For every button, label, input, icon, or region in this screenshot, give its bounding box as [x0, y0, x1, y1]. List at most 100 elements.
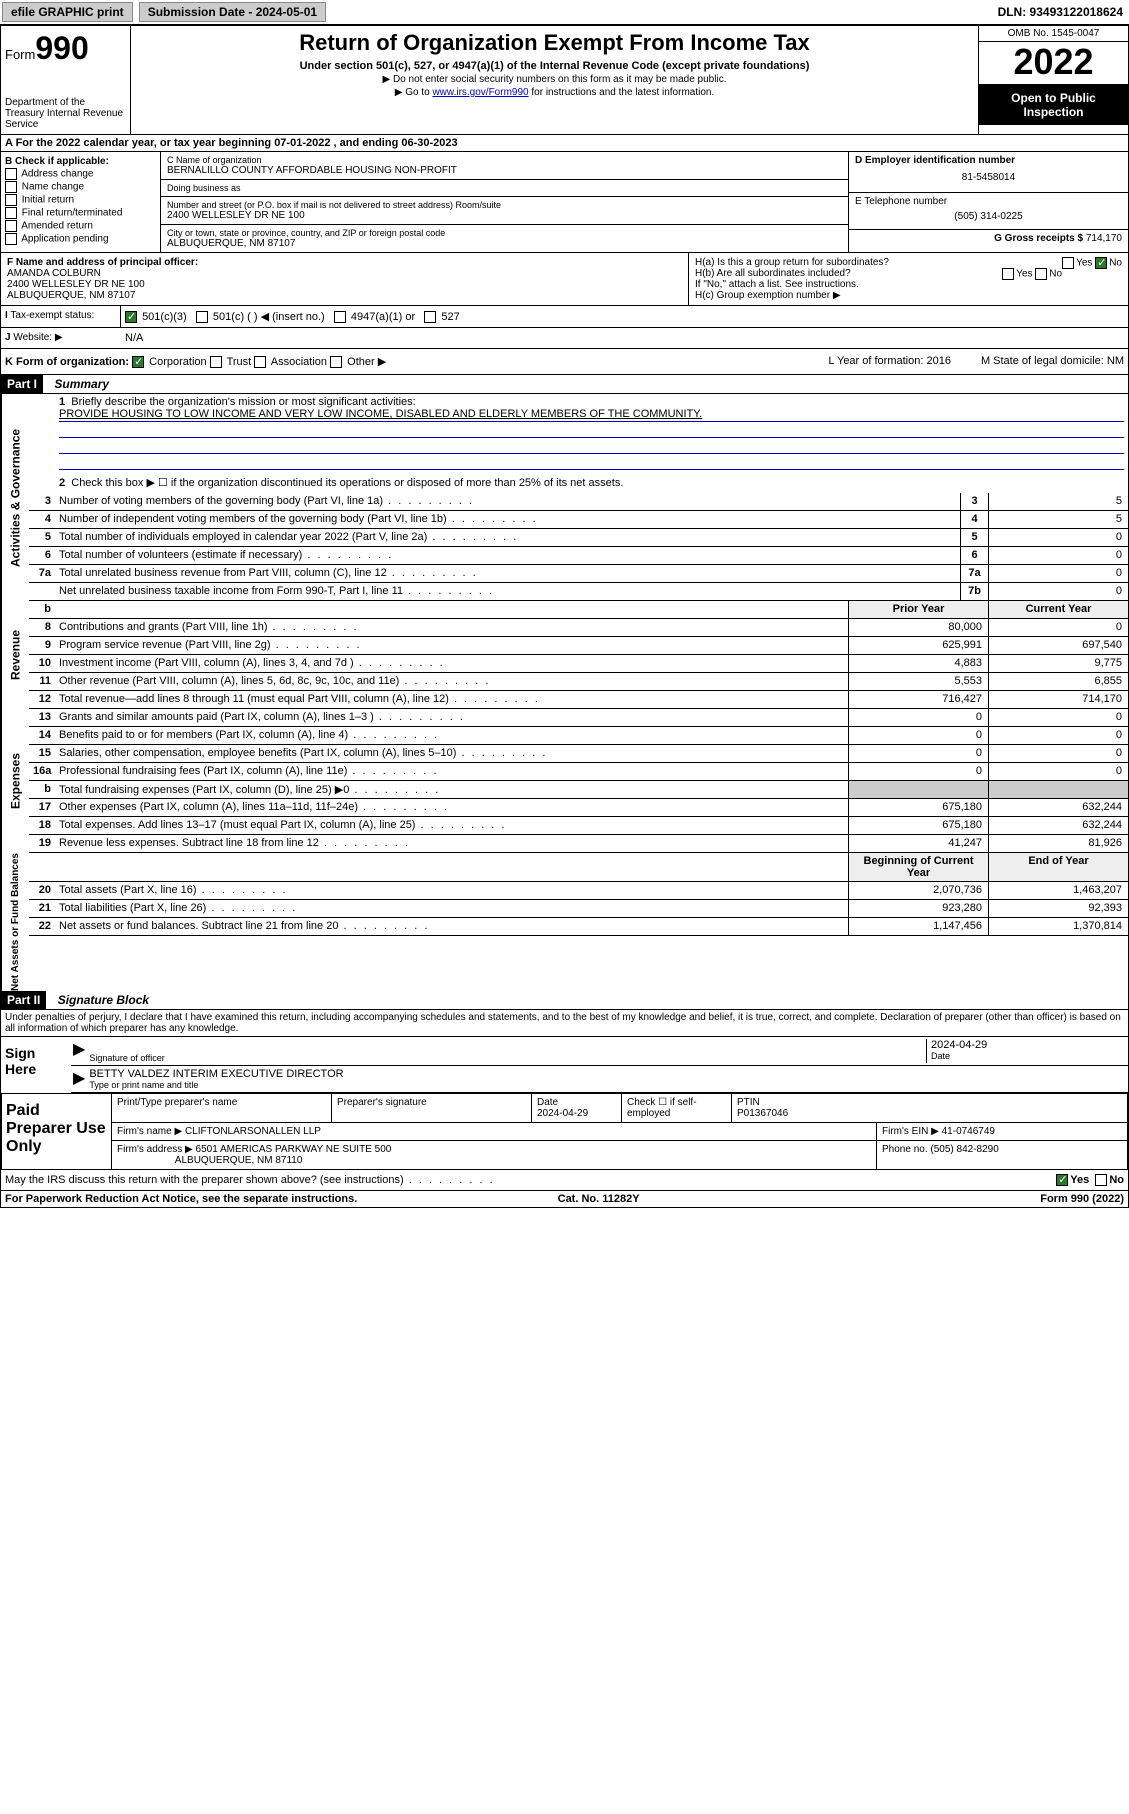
ein-value: 81-5458014: [855, 166, 1122, 189]
mission-blank3: [59, 456, 1124, 470]
gross-cell: G Gross receipts $ 714,170: [849, 230, 1128, 247]
gov-line: 3Number of voting members of the governi…: [29, 493, 1128, 511]
addr-cell: Number and street (or P.O. box if mail i…: [161, 197, 848, 225]
phone-value: (505) 842-8290: [930, 1144, 998, 1155]
prep-date-label: Date: [537, 1097, 558, 1108]
firm-ein: 41-0746749: [942, 1126, 995, 1137]
preparer-block: Paid Preparer Use Only Print/Type prepar…: [1, 1093, 1128, 1170]
form-header: Form990 Department of the Treasury Inter…: [1, 26, 1128, 135]
officer-addr2: ALBUQUERQUE, NM 87107: [7, 290, 682, 301]
row-a-tax-year: A For the 2022 calendar year, or tax yea…: [1, 135, 1128, 152]
colb-option[interactable]: Final return/terminated: [5, 207, 156, 219]
sign-block: Sign Here ▶ Signature of officer 2024-04…: [1, 1037, 1128, 1093]
note-link: ▶ Go to www.irs.gov/Form990 for instruct…: [139, 87, 970, 98]
colb-option[interactable]: Name change: [5, 181, 156, 193]
year-formation: L Year of formation: 2016: [828, 355, 951, 368]
tax-status-opts: 501(c)(3) 501(c) ( ) ◀ (insert no.) 4947…: [121, 306, 1128, 327]
page-footer: For Paperwork Reduction Act Notice, see …: [1, 1191, 1128, 1207]
colb-option[interactable]: Initial return: [5, 194, 156, 206]
sign-here-label: Sign Here: [1, 1037, 71, 1093]
firm-ein-label: Firm's EIN ▶: [882, 1126, 939, 1137]
prior-year-hdr: Prior Year: [848, 601, 988, 618]
discuss-no-checkbox[interactable]: [1095, 1174, 1107, 1186]
blank: b: [29, 601, 55, 618]
k-assoc-checkbox[interactable]: [254, 356, 266, 368]
data-line: 8Contributions and grants (Part VIII, li…: [29, 619, 1128, 637]
state-domicile: M State of legal domicile: NM: [981, 355, 1124, 368]
date-label: Date: [931, 1051, 1126, 1061]
k-trust-checkbox[interactable]: [210, 356, 222, 368]
firm-ein-cell: Firm's EIN ▶ 41-0746749: [877, 1123, 1127, 1140]
colb-option[interactable]: Application pending: [5, 233, 156, 245]
col-b-header: B Check if applicable:: [5, 156, 156, 167]
k-corp-checkbox[interactable]: [132, 356, 144, 368]
data-line: 16aProfessional fundraising fees (Part I…: [29, 763, 1128, 781]
501c-checkbox[interactable]: [196, 311, 208, 323]
ha-yes-checkbox[interactable]: [1062, 257, 1074, 269]
section-governance: Activities & Governance 1 Briefly descri…: [1, 394, 1128, 601]
form-word: Form: [5, 47, 35, 62]
data-line: 13Grants and similar amounts paid (Part …: [29, 709, 1128, 727]
officer-typed: BETTY VALDEZ INTERIM EXECUTIVE DIRECTOR: [89, 1068, 1126, 1080]
q2-text: Check this box ▶ ☐ if the organization d…: [71, 477, 623, 489]
header-right: OMB No. 1545-0047 2022 Open to Public In…: [978, 26, 1128, 134]
gov-line: 5Total number of individuals employed in…: [29, 529, 1128, 547]
addr-label: Number and street (or P.O. box if mail i…: [167, 200, 842, 210]
firm-name: CLIFTONLARSONALLEN LLP: [185, 1126, 321, 1137]
discuss-row: May the IRS discuss this return with the…: [1, 1170, 1128, 1191]
section-revenue: Revenue b Prior Year Current Year 8Contr…: [1, 601, 1128, 709]
form-number: Form990: [5, 30, 126, 67]
mission-blank1: [59, 424, 1124, 438]
footer-form: Form 990 (2022): [1040, 1193, 1124, 1205]
k-other-checkbox[interactable]: [330, 356, 342, 368]
discuss-text: May the IRS discuss this return with the…: [5, 1174, 495, 1186]
hb-no-checkbox[interactable]: [1035, 268, 1047, 280]
prep-row1: Print/Type preparer's name Preparer's si…: [112, 1094, 1127, 1123]
data-line: 14Benefits paid to or for members (Part …: [29, 727, 1128, 745]
hb-note: If "No," attach a list. See instructions…: [695, 279, 1122, 290]
data-line: 22Net assets or fund balances. Subtract …: [29, 918, 1128, 936]
form-subtitle: Under section 501(c), 527, or 4947(a)(1)…: [139, 60, 970, 72]
k-right: L Year of formation: 2016 M State of leg…: [828, 355, 1124, 368]
colb-option[interactable]: Amended return: [5, 220, 156, 232]
data-line: 20Total assets (Part X, line 16)2,070,73…: [29, 882, 1128, 900]
officer-typed-label: Type or print name and title: [89, 1080, 1126, 1090]
footer-cat: Cat. No. 11282Y: [558, 1193, 640, 1205]
firm-addr1: 6501 AMERICAS PARKWAY NE SUITE 500: [196, 1144, 392, 1155]
no-label: No: [1109, 258, 1122, 269]
yes-label: Yes: [1076, 258, 1092, 269]
blank: [29, 853, 55, 881]
website-label: Website: ▶: [13, 332, 62, 343]
phone-label: Phone no.: [882, 1144, 928, 1155]
527-checkbox[interactable]: [424, 311, 436, 323]
submission-date-button[interactable]: Submission Date - 2024-05-01: [139, 2, 326, 22]
irs-link[interactable]: www.irs.gov/Form990: [432, 87, 528, 98]
q1-block: 1 Briefly describe the organization's mi…: [29, 394, 1128, 470]
prep-row3: Firm's address ▶ 6501 AMERICAS PARKWAY N…: [112, 1141, 1127, 1169]
4947-checkbox[interactable]: [334, 311, 346, 323]
efile-button[interactable]: efile GRAPHIC print: [2, 2, 133, 22]
addr-value: 2400 WELLESLEY DR NE 100: [167, 210, 842, 221]
hb-yes-checkbox[interactable]: [1002, 268, 1014, 280]
data-line: 9Program service revenue (Part VIII, lin…: [29, 637, 1128, 655]
section-expenses: Expenses 13Grants and similar amounts pa…: [1, 709, 1128, 853]
opt-527: 527: [441, 311, 459, 323]
arrow-icon: ▶: [73, 1068, 85, 1090]
rev-content: b Prior Year Current Year 8Contributions…: [29, 601, 1128, 709]
part1-badge: Part I: [1, 375, 43, 393]
header-middle: Return of Organization Exempt From Incom…: [131, 26, 978, 134]
blank: [55, 601, 848, 618]
ha-no-checkbox[interactable]: [1095, 257, 1107, 269]
beg-year-hdr: Beginning of Current Year: [848, 853, 988, 881]
data-line: 21Total liabilities (Part X, line 26)923…: [29, 900, 1128, 918]
501c3-checkbox[interactable]: [125, 311, 137, 323]
note-post: for instructions and the latest informat…: [529, 87, 715, 98]
note-pre: ▶ Go to: [395, 87, 433, 98]
preparer-right: Print/Type preparer's name Preparer's si…: [112, 1094, 1127, 1169]
colb-option[interactable]: Address change: [5, 168, 156, 180]
data-line: 15Salaries, other compensation, employee…: [29, 745, 1128, 763]
blank: [55, 853, 848, 881]
dba-label: Doing business as: [167, 183, 842, 193]
ptin-label: PTIN: [737, 1097, 760, 1108]
discuss-yes-checkbox[interactable]: [1056, 1174, 1068, 1186]
